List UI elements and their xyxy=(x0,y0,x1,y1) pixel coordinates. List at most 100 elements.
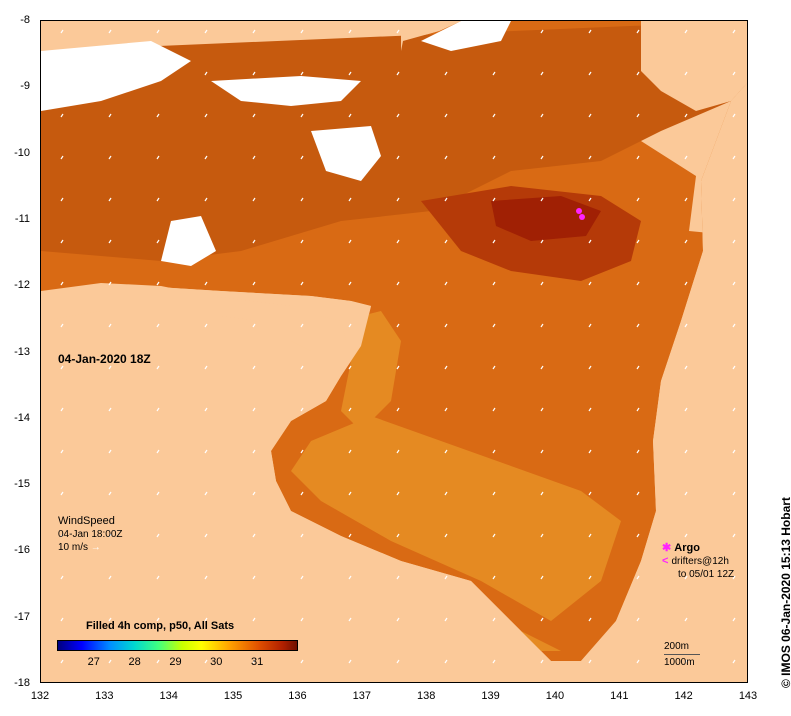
wind-arrow xyxy=(636,491,640,496)
wind-arrow xyxy=(636,239,640,244)
wind-arrow xyxy=(588,29,592,34)
wind-arrow xyxy=(732,449,736,454)
wind-arrow xyxy=(252,365,256,370)
wind-arrow xyxy=(444,113,448,118)
wind-arrow xyxy=(732,155,736,160)
colorbar xyxy=(57,640,298,651)
wind-arrow xyxy=(540,239,544,244)
wind-arrow xyxy=(684,659,688,664)
wind-arrow xyxy=(444,491,448,496)
colorbar-title: Filled 4h comp, p50, All Sats xyxy=(86,620,235,632)
wind-arrow xyxy=(204,197,208,202)
x-tick-label: 143 xyxy=(738,690,758,702)
wind-arrow xyxy=(60,155,64,160)
wind-arrow xyxy=(588,239,592,244)
y-tick-label: -17 xyxy=(14,610,30,623)
wind-arrow xyxy=(396,155,400,160)
wind-arrow xyxy=(588,155,592,160)
wind-arrow xyxy=(204,113,208,118)
wind-arrow xyxy=(60,113,64,118)
wind-arrow xyxy=(492,533,496,538)
wind-arrow xyxy=(636,71,640,76)
wind-arrow xyxy=(156,71,160,76)
wind-arrow xyxy=(348,659,352,664)
wind-arrow xyxy=(60,29,64,34)
cloud-patch xyxy=(41,41,191,111)
depth-legend: 200m 1000m xyxy=(664,640,700,669)
y-tick-label: -13 xyxy=(14,345,30,358)
wind-arrow xyxy=(492,617,496,622)
wind-arrow xyxy=(204,659,208,664)
argo-label: Argo xyxy=(674,542,700,554)
wind-arrow xyxy=(636,617,640,622)
wind-arrow xyxy=(588,197,592,202)
wind-arrow xyxy=(396,617,400,622)
wind-arrow xyxy=(300,491,304,496)
x-tick-label: 141 xyxy=(610,690,629,702)
wind-arrow xyxy=(300,449,304,454)
credit-label: © IMOS 06-Jan-2020 15:13 Hobart xyxy=(779,497,791,688)
wind-arrow xyxy=(732,533,736,538)
wind-arrow xyxy=(108,323,112,328)
wind-arrow xyxy=(108,617,112,622)
wind-arrow xyxy=(348,533,352,538)
wind-arrow xyxy=(684,407,688,412)
wind-arrow xyxy=(540,323,544,328)
wind-arrow xyxy=(396,533,400,538)
wind-arrow xyxy=(588,533,592,538)
wind-arrow xyxy=(540,491,544,496)
wind-arrow xyxy=(204,533,208,538)
wind-arrow xyxy=(540,365,544,370)
wind-arrow xyxy=(348,239,352,244)
wind-arrow xyxy=(108,155,112,160)
wind-arrow xyxy=(348,155,352,160)
wind-arrow xyxy=(300,113,304,118)
depth-1000-label: 1000m xyxy=(664,657,695,668)
wind-arrow xyxy=(348,617,352,622)
wind-arrow xyxy=(204,407,208,412)
y-tick-label: -16 xyxy=(14,544,30,557)
wind-arrow xyxy=(300,281,304,286)
wind-arrow xyxy=(492,659,496,664)
wind-arrow xyxy=(108,281,112,286)
wind-arrow xyxy=(156,533,160,538)
wind-arrow xyxy=(204,281,208,286)
wind-arrow xyxy=(636,197,640,202)
wind-arrow xyxy=(540,659,544,664)
wind-arrow xyxy=(732,113,736,118)
wind-arrow xyxy=(60,407,64,412)
wind-arrow xyxy=(732,407,736,412)
wind-arrow xyxy=(444,71,448,76)
wind-arrow xyxy=(732,239,736,244)
wind-arrow xyxy=(396,239,400,244)
wind-arrow xyxy=(540,197,544,202)
wind-arrow xyxy=(684,533,688,538)
land-cape-york-top xyxy=(401,21,461,51)
wind-arrow xyxy=(252,407,256,412)
wind-arrow xyxy=(60,659,64,664)
wind-arrow xyxy=(684,239,688,244)
wind-arrow xyxy=(684,575,688,580)
wind-arrow xyxy=(204,71,208,76)
wind-arrow xyxy=(444,659,448,664)
y-tick-label: -8 xyxy=(20,14,30,26)
wind-arrow xyxy=(396,491,400,496)
wind-arrow xyxy=(204,449,208,454)
wind-arrow xyxy=(252,197,256,202)
cloud-patch xyxy=(421,21,511,51)
wind-arrow xyxy=(204,617,208,622)
map-area[interactable] xyxy=(40,20,748,683)
wind-arrow xyxy=(492,197,496,202)
land-tiwi xyxy=(41,83,747,682)
wind-arrow xyxy=(396,71,400,76)
wind-arrow xyxy=(156,617,160,622)
wind-arrow xyxy=(396,575,400,580)
wind-arrow xyxy=(300,239,304,244)
wind-arrow xyxy=(636,29,640,34)
wind-arrow xyxy=(204,323,208,328)
land-newguinea xyxy=(641,21,747,111)
wind-arrow xyxy=(348,29,352,34)
wind-arrow xyxy=(204,491,208,496)
wind-arrow xyxy=(540,449,544,454)
wind-arrow xyxy=(348,323,352,328)
